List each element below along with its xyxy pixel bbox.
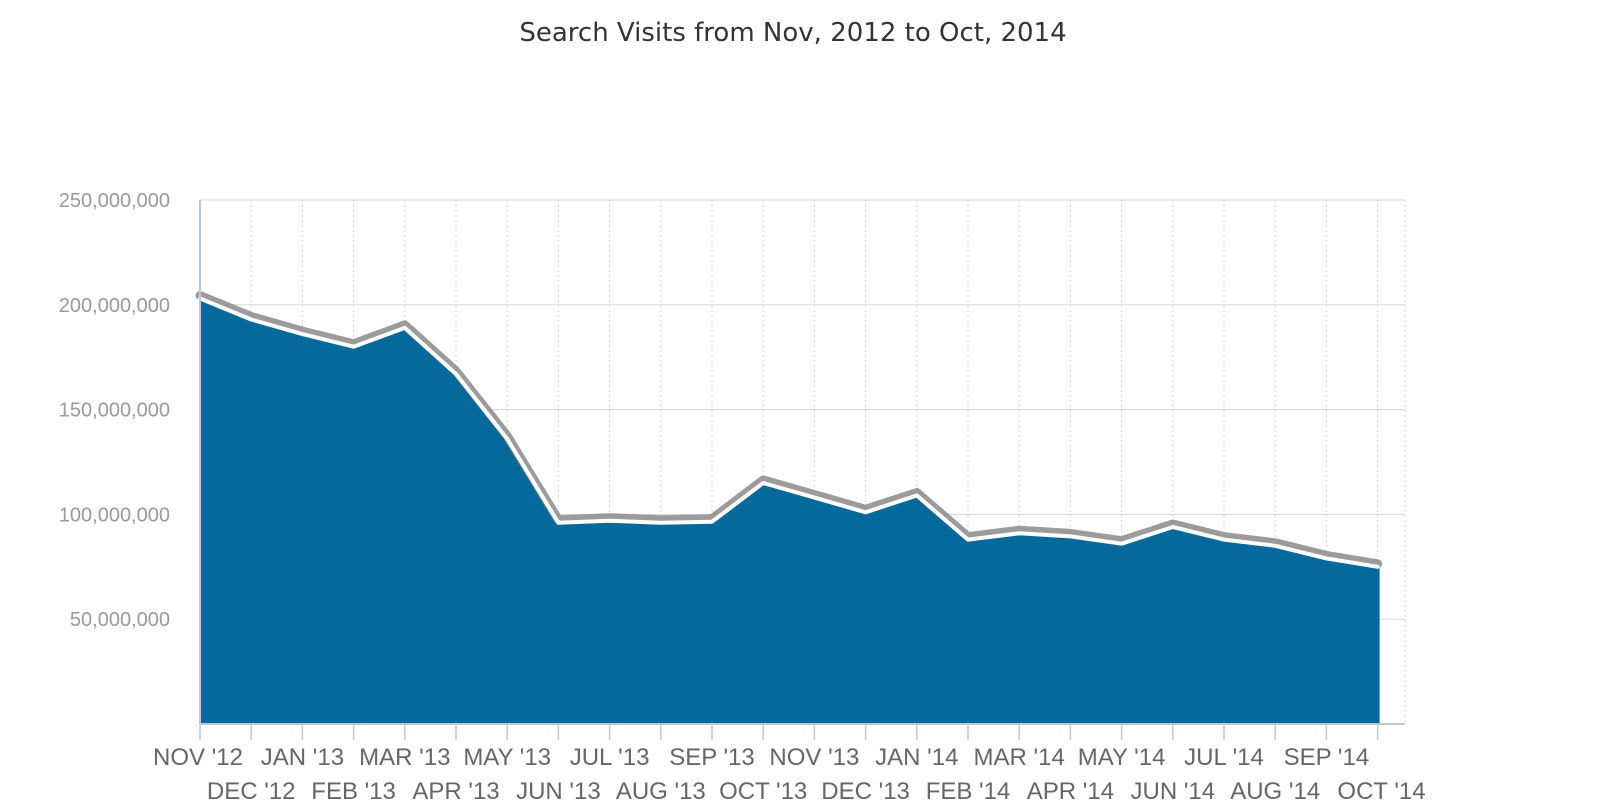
x-tick-label: SEP '14 (1284, 744, 1370, 771)
x-tick-label: JUL '13 (570, 744, 650, 771)
x-tick-label: APR '14 (1027, 778, 1114, 800)
y-tick-label: 250,000,000 (59, 190, 170, 212)
x-tick-label: JUL '14 (1184, 744, 1264, 771)
x-tick-label: AUG '14 (1230, 778, 1320, 800)
x-tick-label: OCT '13 (719, 778, 807, 800)
x-tick-label: AUG '13 (616, 778, 706, 800)
chart-title: Search Visits from Nov, 2012 to Oct, 201… (519, 18, 1066, 48)
x-tick-label: OCT '14 (1337, 778, 1425, 800)
x-axis-ticks: NOV '12 DEC '12 JAN '13 FEB '13 MAR '13 APR '… (153, 744, 1426, 800)
x-tick-label: FEB '14 (926, 778, 1011, 800)
series-line (198, 296, 1380, 569)
y-tick-label: 50,000,000 (70, 609, 170, 631)
y-tick-label: 150,000,000 (59, 400, 170, 422)
x-tick-label: NOV '13 (769, 744, 859, 771)
x-tick-label: APR '13 (412, 778, 499, 800)
y-tick-label: 100,000,000 (59, 504, 170, 526)
x-tick-label: JUN '14 (1130, 778, 1215, 800)
x-tick-label: NOV '12 (153, 744, 243, 771)
y-axis-ticks: 50,000,000 100,000,000 150,000,000 200,000,… (59, 190, 170, 631)
x-tick-label: JAN '13 (261, 744, 344, 771)
x-tick-label: MAY '13 (463, 744, 551, 771)
x-tick-label: JAN '14 (875, 744, 958, 771)
axes (199, 200, 1405, 740)
x-tick-label: DEC '12 (207, 778, 296, 800)
x-tick-label: FEB '13 (311, 778, 396, 800)
x-tick-label: MAR '14 (974, 744, 1065, 771)
x-tick-label: DEC '13 (821, 778, 910, 800)
y-tick-label: 200,000,000 (59, 295, 170, 317)
series-line-shadow (195, 291, 1383, 569)
area-series (195, 291, 1383, 724)
x-tick-label: MAR '13 (359, 744, 450, 771)
x-tick-label: SEP '13 (669, 744, 755, 771)
x-tick-label: MAY '14 (1078, 744, 1166, 771)
area-fill (200, 298, 1380, 724)
x-tick-label: JUN '13 (516, 778, 601, 800)
